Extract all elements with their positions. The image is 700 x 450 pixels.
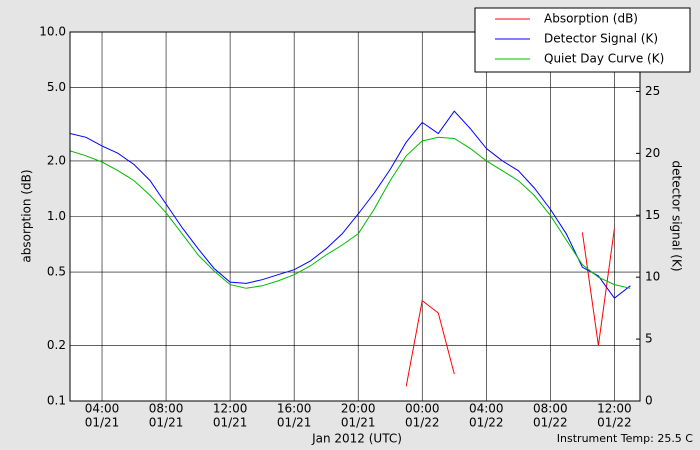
x-tick-label: 01/22: [533, 416, 568, 430]
y2-axis-label: detector signal (K): [670, 160, 684, 271]
x-tick-label: 04:00: [469, 402, 504, 416]
y2-tick-label: 20: [645, 146, 660, 160]
y2-tick-label: 15: [645, 208, 660, 222]
y-tick-label: 5.0: [47, 80, 66, 94]
series-line: [70, 110, 631, 299]
x-tick-label: 01/22: [597, 416, 632, 430]
x-tick-label: 12:00: [213, 402, 248, 416]
y-tick-label: 0.1: [47, 394, 66, 408]
y-tick-label: 1.0: [47, 209, 66, 223]
x-tick-label: 20:00: [341, 402, 376, 416]
x-tick-label: 01/22: [405, 416, 440, 430]
x-tick-label: 01/22: [469, 416, 504, 430]
legend-label: Quiet Day Curve (K): [544, 52, 664, 66]
plot-frame: [69, 31, 641, 402]
y2-tick-label: 10: [645, 270, 660, 284]
y2-tick-label: 0: [645, 394, 653, 408]
y-axis-label: absorption (dB): [20, 169, 34, 262]
legend-label: Absorption (dB): [544, 12, 638, 26]
x-tick-label: 01/21: [277, 416, 312, 430]
y-tick-label: 2.0: [47, 153, 66, 167]
x-tick-label: 01/21: [213, 416, 248, 430]
x-tick-label: 01/21: [341, 416, 376, 430]
x-tick-label: 01/21: [85, 416, 120, 430]
x-tick-label: 01/21: [149, 416, 184, 430]
x-tick-label: 08:00: [533, 402, 568, 416]
annotation: Instrument Temp: 25.5 C: [557, 432, 694, 445]
y-tick-label: 0.2: [47, 338, 66, 352]
y-tick-label: 0.5: [47, 265, 66, 279]
legend-label: Detector Signal (K): [544, 32, 658, 46]
x-tick-label: 12:00: [597, 402, 632, 416]
x-tick-label: 00:00: [405, 402, 440, 416]
y2-tick-label: 5: [645, 332, 653, 346]
x-axis-label: Jan 2012 (UTC): [311, 432, 402, 446]
x-tick-label: 08:00: [149, 402, 184, 416]
y-tick-label: 10.0: [39, 25, 66, 39]
x-tick-label: 04:00: [85, 402, 120, 416]
series-line: [70, 136, 631, 289]
x-tick-label: 16:00: [277, 402, 312, 416]
y2-tick-label: 25: [645, 84, 660, 98]
